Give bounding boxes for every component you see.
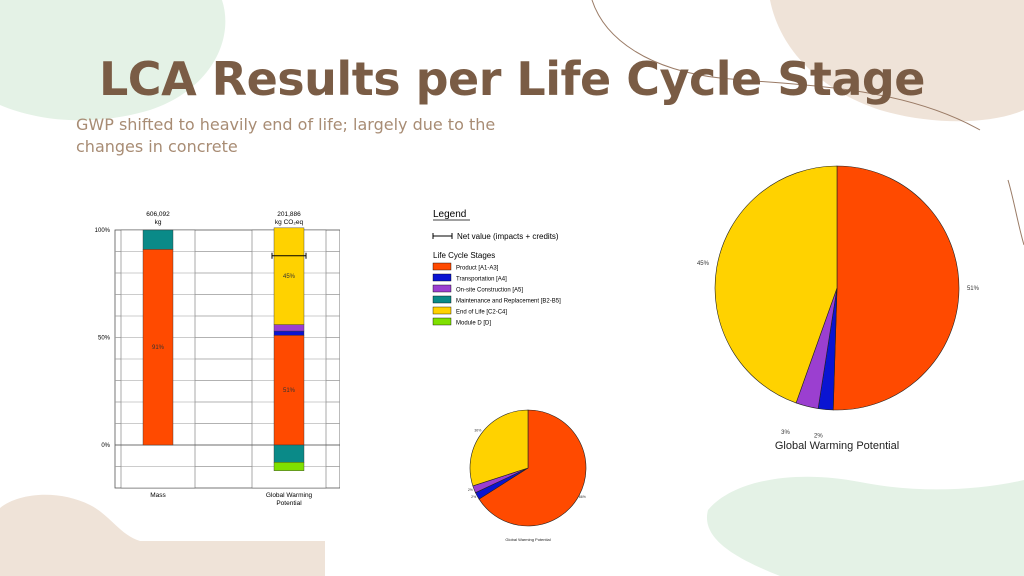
legend-swatch-3 <box>432 295 452 304</box>
legend-title: Legend <box>433 209 466 220</box>
legend-swatch-1 <box>432 273 452 282</box>
bottom-left-blob <box>0 494 325 576</box>
bar-data-label: 51% <box>283 388 296 394</box>
legend-item-label-0: Product [A1-A3] <box>456 266 499 272</box>
legend-item-label-2: On-site Construction [A5] <box>456 288 523 294</box>
x-category-label: Potential <box>276 500 302 507</box>
x-category-label: Mass <box>150 492 166 499</box>
legend-swatch-0 <box>432 262 452 271</box>
legend-swatch-2 <box>432 284 452 293</box>
bar-segment <box>142 229 174 250</box>
small-pie-chart: 66% 2% 2% 30% Global Warming Potential <box>468 409 587 542</box>
legend-item-label-1: Transportation [A4] <box>456 277 507 283</box>
slide-title: LCA Results per Life Cycle Stage <box>99 52 926 106</box>
slide-subtitle: GWP shifted to heavily end of life; larg… <box>76 115 496 156</box>
bar-total-label: 606,092 <box>146 211 170 218</box>
bar-total-label: 201,886 <box>277 211 301 218</box>
bar-data-label: 91% <box>152 345 165 351</box>
bar-segment <box>273 227 305 325</box>
legend-item-label-3: Maintenance and Replacement [B2-B5] <box>456 299 561 305</box>
pie-slice <box>714 165 838 404</box>
pie-slice-label: 30% <box>474 429 481 433</box>
pie-slice-label: 3% <box>781 430 790 436</box>
top-left-blob <box>0 0 226 121</box>
y-tick-label: 100% <box>95 228 111 234</box>
y-tick-label: 0% <box>101 443 110 449</box>
x-category-label: Global Warming <box>266 492 313 499</box>
pie-slice-label: 2% <box>814 433 823 439</box>
pie-slice <box>832 165 960 411</box>
legend-item-label-5: Module D [D] <box>456 321 491 327</box>
stages-title: Life Cycle Stages <box>433 251 495 260</box>
pie-slice-label: 51% <box>967 286 980 292</box>
pie-title: Global Warming Potential <box>505 537 550 542</box>
legend-swatch-5 <box>432 317 452 326</box>
pie-slice-label: 2% <box>468 488 473 492</box>
bottom-right-blob <box>706 476 1024 576</box>
net-value-label: Net value (impacts + credits) <box>457 232 559 241</box>
top-right-blob <box>770 0 1024 122</box>
legend-swatch-4 <box>432 306 452 315</box>
decorative-curve-line-right <box>1007 179 1024 246</box>
chart-legend: Legend Net value (impacts + credits) Lif… <box>432 209 561 327</box>
pie-slice <box>469 409 529 487</box>
bar-data-label: 45% <box>283 274 296 280</box>
pie-slice-label: 2% <box>471 495 476 499</box>
bar-total-label: kg CO₂eq <box>275 219 304 226</box>
bar-segment <box>273 335 305 446</box>
legend-item-label-4: End of Life [C2-C4] <box>456 310 507 316</box>
bar-segment <box>273 324 305 332</box>
y-tick-label: 50% <box>98 336 111 342</box>
large-pie-chart: 51% 2% 3% 45% Global Warming Potential <box>697 165 980 452</box>
bar-total-label: kg <box>155 219 162 226</box>
pie-slice <box>478 409 587 527</box>
bar-segment <box>273 330 305 336</box>
decorative-curve-line <box>591 0 981 131</box>
pie-slice-label: 45% <box>697 261 710 267</box>
pie-slice-label: 66% <box>579 495 586 499</box>
bar-segment <box>273 444 305 463</box>
bar-segment <box>273 461 305 471</box>
bar-segment <box>142 249 174 446</box>
pie-title: Global Warming Potential <box>775 440 899 452</box>
